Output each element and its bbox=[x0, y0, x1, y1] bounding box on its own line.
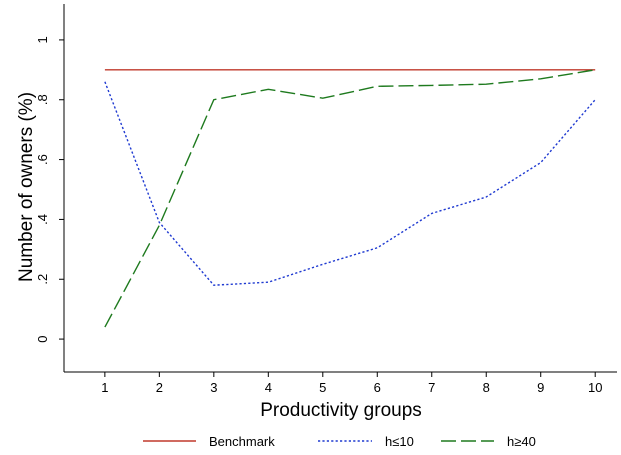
x-axis-title: Productivity groups bbox=[260, 400, 422, 421]
series-layer bbox=[104, 69, 596, 328]
x-tick-label: 8 bbox=[483, 380, 490, 395]
legend-label: h≤10 bbox=[385, 434, 414, 449]
axes: 0 .2 .4 .6 .8 1 1 2 3 4 5 6 7 8 9 10 bbox=[35, 4, 617, 395]
x-tick-label: 10 bbox=[588, 380, 602, 395]
series-line-h≥40 bbox=[104, 69, 596, 328]
x-tick-label: 2 bbox=[156, 380, 163, 395]
x-tick-label: 9 bbox=[537, 380, 544, 395]
x-tick-label: 3 bbox=[210, 380, 217, 395]
y-tick-label: 1 bbox=[35, 36, 50, 43]
legend-label: Benchmark bbox=[209, 434, 275, 449]
y-tick-label: .4 bbox=[35, 214, 50, 225]
legend: Benchmark h≤10 h≥40 bbox=[143, 434, 536, 449]
x-tick-label: 4 bbox=[265, 380, 272, 395]
x-tick-label: 5 bbox=[319, 380, 326, 395]
x-tick-label: 6 bbox=[374, 380, 381, 395]
y-tick-label: .6 bbox=[35, 154, 50, 165]
y-tick-label: .2 bbox=[35, 274, 50, 285]
y-tick-label: .8 bbox=[35, 94, 50, 105]
series-line-h≤10 bbox=[104, 81, 596, 286]
y-axis-title: Number of owners (%) bbox=[16, 92, 37, 282]
x-tick-label: 1 bbox=[101, 380, 108, 395]
x-tick-label: 7 bbox=[428, 380, 435, 395]
legend-label: h≥40 bbox=[507, 434, 536, 449]
y-tick-label: 0 bbox=[35, 335, 50, 342]
